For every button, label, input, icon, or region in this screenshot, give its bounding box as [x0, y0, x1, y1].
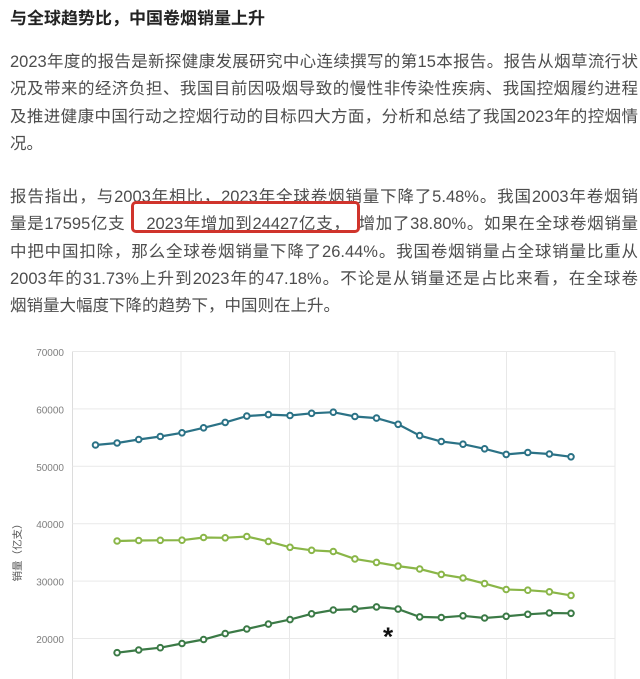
svg-text:60000: 60000	[36, 405, 64, 416]
svg-text:20000: 20000	[36, 635, 64, 646]
svg-text:*: *	[383, 622, 394, 652]
svg-text:40000: 40000	[36, 520, 64, 531]
svg-text:50000: 50000	[36, 463, 64, 474]
svg-text:70000: 70000	[36, 348, 64, 359]
svg-text:30000: 30000	[36, 578, 64, 589]
svg-text:销量（亿支）: 销量（亿支）	[10, 519, 25, 582]
